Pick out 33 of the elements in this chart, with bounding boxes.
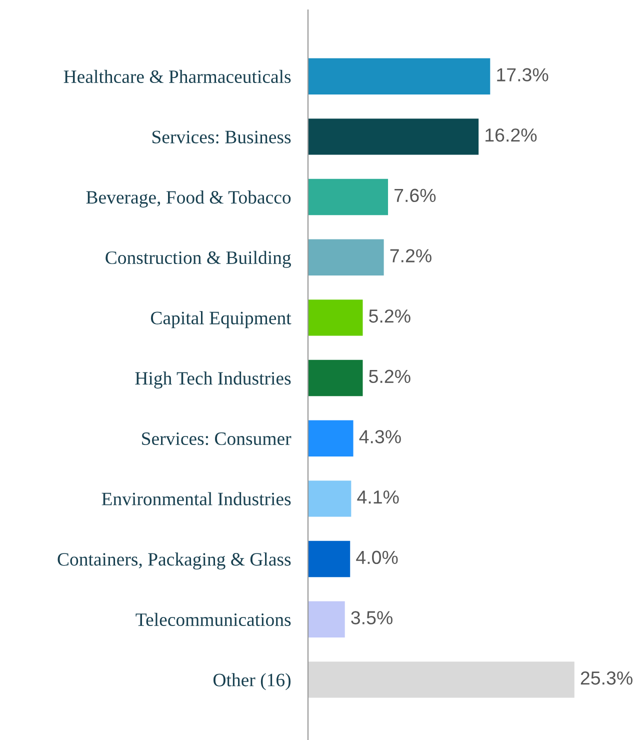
data-label: 4.1% — [357, 490, 399, 504]
y-tick-label: Telecommunications — [136, 612, 291, 626]
data-label: 5.2% — [369, 370, 410, 384]
data-label: 16.2% — [486, 128, 537, 142]
data-label: 17.3% — [497, 68, 548, 82]
bar — [308, 420, 354, 456]
data-label: 4.0% — [356, 550, 398, 564]
y-tick-label: Beverage, Food & Tobacco — [86, 190, 291, 208]
data-label: 7.2% — [390, 249, 432, 262]
y-tick-label: Capital Equipment — [150, 311, 292, 328]
data-label: 3.5% — [351, 611, 392, 624]
y-tick-label: Construction & Building — [106, 250, 291, 268]
bar — [308, 662, 574, 698]
bar — [308, 178, 388, 216]
bar — [308, 58, 490, 94]
bar — [308, 601, 345, 638]
bar — [308, 540, 350, 578]
y-tick-label: Environmental Industries — [102, 492, 291, 506]
y-tick-label: Services: Consumer — [142, 432, 292, 446]
y-tick-label: Healthcare & Pharmaceuticals — [64, 70, 291, 84]
y-tick-label: Containers, Packaging & Glass — [58, 552, 291, 570]
data-label: 4.3% — [359, 430, 401, 444]
y-tick-label: Other (16) — [213, 673, 291, 690]
y-tick-label: High Tech Industries — [135, 372, 291, 389]
data-label: 25.3% — [580, 671, 632, 685]
bar — [308, 360, 363, 396]
data-label: 5.2% — [369, 309, 410, 323]
bar — [308, 118, 479, 155]
y-tick-label: Services: Business — [152, 130, 291, 144]
bar — [308, 300, 363, 336]
data-label: 7.6% — [394, 188, 436, 202]
bar — [308, 480, 352, 517]
bar — [308, 239, 384, 276]
